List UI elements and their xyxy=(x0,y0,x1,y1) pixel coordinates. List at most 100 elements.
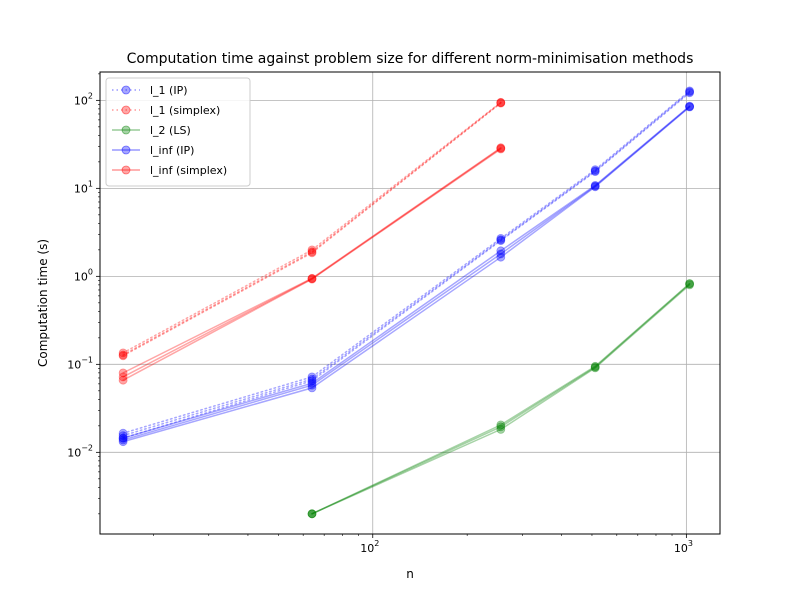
legend-item: l_2 (LS) xyxy=(112,124,191,137)
data-point xyxy=(496,143,506,153)
legend-label: l_inf (simplex) xyxy=(150,164,227,177)
data-point xyxy=(307,245,317,255)
data-point xyxy=(118,433,128,443)
data-point xyxy=(118,351,128,361)
data-point xyxy=(496,252,506,262)
data-point xyxy=(496,233,506,243)
series-0 xyxy=(118,86,694,443)
data-point xyxy=(496,235,506,245)
data-point xyxy=(685,280,694,290)
series-3 xyxy=(118,101,694,447)
data-point xyxy=(496,144,506,154)
data-point xyxy=(307,509,317,519)
grid xyxy=(100,72,720,534)
series-line xyxy=(122,102,502,357)
series-1 xyxy=(118,97,506,361)
legend-item: l_1 (simplex) xyxy=(112,104,220,117)
data-point xyxy=(307,274,317,284)
data-point xyxy=(307,509,317,519)
data-point xyxy=(496,246,506,256)
data-point xyxy=(496,422,506,432)
data-point xyxy=(307,509,317,519)
legend-label: l_2 (LS) xyxy=(150,124,191,137)
data-point xyxy=(496,424,506,434)
series-line xyxy=(311,283,691,515)
data-point xyxy=(590,165,600,175)
data-point xyxy=(496,98,506,108)
series-4 xyxy=(118,143,506,385)
data-point xyxy=(685,101,694,111)
legend-box xyxy=(105,77,251,187)
data-point xyxy=(685,88,694,98)
data-point xyxy=(307,383,317,393)
x-axis-label: n xyxy=(406,567,414,581)
legend-marker xyxy=(121,165,131,175)
y-tick-label: 100 xyxy=(74,267,93,283)
series-line xyxy=(122,101,502,356)
series-line xyxy=(122,92,691,439)
series-line xyxy=(122,105,691,441)
series-2 xyxy=(307,279,694,519)
data-point xyxy=(685,86,694,96)
data-point xyxy=(118,375,128,385)
legend-marker xyxy=(121,85,131,95)
data-point xyxy=(118,372,128,382)
data-point xyxy=(590,166,600,176)
series-line xyxy=(122,101,502,354)
data-point xyxy=(685,279,694,288)
data-point xyxy=(496,249,506,259)
legend-label: l_1 (IP) xyxy=(150,84,188,97)
legend-marker xyxy=(121,105,131,115)
data-point xyxy=(307,380,317,390)
data-point xyxy=(118,435,128,445)
data-point xyxy=(685,102,694,111)
data-point xyxy=(118,431,128,441)
series-line xyxy=(122,146,502,374)
data-point xyxy=(496,143,506,153)
x-tick-label: 102 xyxy=(360,539,379,555)
data-point xyxy=(118,433,128,443)
legend-label: l_1 (simplex) xyxy=(150,104,220,117)
data-point xyxy=(118,350,128,360)
data-point xyxy=(590,361,600,371)
series-layer xyxy=(118,86,694,519)
data-point xyxy=(307,374,317,384)
data-point xyxy=(118,348,128,358)
data-point xyxy=(307,378,317,388)
data-point xyxy=(685,102,694,112)
y-tick-label: 10−1 xyxy=(67,355,93,371)
data-point xyxy=(496,97,506,107)
data-point xyxy=(118,428,128,438)
series-line xyxy=(122,148,502,381)
data-point xyxy=(590,180,600,190)
data-point xyxy=(307,376,317,386)
ticks: 102 103 10−2 10−1 100 101 102 xyxy=(67,73,693,555)
legend-item: l_inf (IP) xyxy=(112,144,194,157)
legend-label: l_inf (IP) xyxy=(150,144,194,157)
series-line xyxy=(122,91,691,437)
series-line xyxy=(311,282,691,515)
data-point xyxy=(307,274,317,284)
legend: l_1 (IP) l_1 (simplex) l_2 (LS) l_inf (IP) l… xyxy=(105,77,251,187)
y-tick-label: 101 xyxy=(74,179,93,195)
data-point xyxy=(590,167,600,177)
data-point xyxy=(685,87,694,97)
data-point xyxy=(590,182,600,192)
data-point xyxy=(496,420,506,430)
data-point xyxy=(307,273,317,283)
y-tick-label: 102 xyxy=(74,91,93,107)
data-point xyxy=(496,236,506,246)
legend-item: l_1 (IP) xyxy=(112,84,188,97)
legend-item: l_inf (simplex) xyxy=(112,164,227,177)
data-point xyxy=(685,279,694,289)
legend-marker xyxy=(121,145,131,155)
series-line xyxy=(122,90,691,434)
series-line xyxy=(122,105,691,439)
data-point xyxy=(307,372,317,382)
series-line xyxy=(122,147,502,378)
series-line xyxy=(311,284,691,515)
chart-title: Computation time against problem size fo… xyxy=(127,51,694,67)
data-point xyxy=(307,247,317,257)
y-tick-label: 10−2 xyxy=(67,443,93,459)
